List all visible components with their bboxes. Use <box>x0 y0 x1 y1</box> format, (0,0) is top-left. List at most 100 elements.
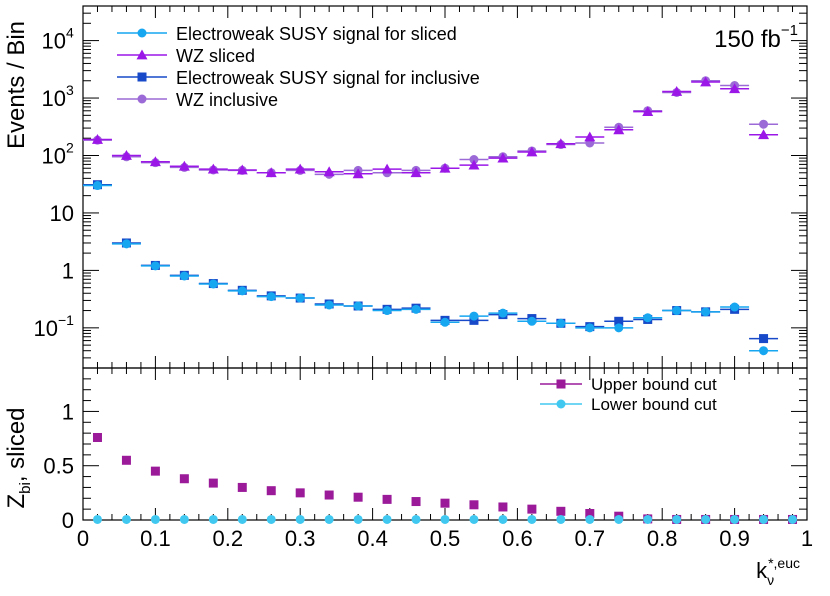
top-data-point <box>294 163 306 174</box>
top-data-point <box>266 292 276 302</box>
bottom-data-point <box>585 514 595 524</box>
top-y-axis-label: Events / Bin <box>3 21 30 149</box>
top-data-point <box>149 156 161 167</box>
bottom-data-point <box>440 514 450 524</box>
bottom-legend-label: Lower bound cut <box>591 395 717 414</box>
top-legend-label: Electroweak SUSY signal for sliced <box>176 24 457 44</box>
top-legend-label: Electroweak SUSY signal for inclusive <box>176 68 480 88</box>
top-data-point <box>614 323 624 333</box>
top-legend-marker <box>137 72 147 82</box>
top-legend-marker <box>137 94 147 104</box>
x-tick-label: 0.5 <box>430 526 461 551</box>
x-tick-label: 0.9 <box>719 526 750 551</box>
top-data-point <box>411 304 421 314</box>
top-data-point <box>92 181 102 191</box>
top-data-point <box>382 306 392 316</box>
bottom-panel: 00.51 0 0.1 0.2 0.3 0.4 0.5 0.6 0.7 0.8 0.9 1 Zbi,… <box>3 367 813 588</box>
top-data-point <box>120 149 132 160</box>
top-legend-marker <box>136 49 148 60</box>
bottom-data-point <box>324 514 334 524</box>
top-y-tick-label: 10 <box>42 143 66 168</box>
bottom-series-lower-bound-cut <box>92 514 798 524</box>
top-data-point <box>440 317 450 327</box>
bottom-data-point <box>208 514 218 524</box>
luminosity-exponent: −1 <box>781 22 798 39</box>
bottom-y-label-subscript: bi <box>17 482 34 494</box>
top-data-point <box>410 167 422 178</box>
x-tick-label: 1 <box>801 526 813 551</box>
top-data-point <box>324 300 334 310</box>
top-data-point <box>353 301 363 311</box>
bottom-data-point <box>469 500 479 510</box>
top-data-point <box>643 313 653 323</box>
bottom-data-point <box>237 514 247 524</box>
bottom-data-point <box>92 432 102 442</box>
top-data-point <box>237 286 247 296</box>
top-series-electroweak-susy-signal-for-sliced <box>83 181 779 356</box>
top-data-point <box>759 119 769 129</box>
top-data-point <box>121 239 131 249</box>
top-data-point <box>672 306 682 316</box>
top-data-point <box>469 155 479 165</box>
top-legend-label: WZ inclusive <box>176 90 278 110</box>
bottom-data-point <box>527 504 537 514</box>
bottom-y-tick-labels: 00.51 <box>43 399 74 533</box>
top-legend-label: WZ sliced <box>176 46 255 66</box>
top-data-point <box>584 131 596 142</box>
bottom-legend-marker <box>556 379 566 389</box>
top-data-point <box>585 323 595 333</box>
top-data-point <box>759 334 769 344</box>
bottom-data-point <box>353 492 363 502</box>
bottom-y-axis-label: Zbi, sliced <box>3 407 34 508</box>
top-legend-marker <box>137 28 147 38</box>
top-axis-ticks <box>82 5 808 369</box>
x-tick-labels: 0 0.1 0.2 0.3 0.4 0.5 0.6 0.7 0.8 0.9 1 <box>77 526 813 551</box>
bottom-data-point <box>237 482 247 492</box>
bottom-legend-entry: Upper bound cut <box>540 375 717 394</box>
top-data-point <box>729 83 741 94</box>
x-tick-label: 0.7 <box>575 526 606 551</box>
bottom-data-point <box>411 497 421 507</box>
top-data-point <box>701 307 711 317</box>
top-data-point <box>352 168 364 179</box>
bottom-data-point <box>382 514 392 524</box>
top-data-point <box>381 163 393 174</box>
top-series-group <box>83 76 779 356</box>
x-tick-label: 0.1 <box>140 526 171 551</box>
top-legend-entry: WZ sliced <box>117 46 255 66</box>
bottom-data-point <box>556 506 566 516</box>
luminosity-label: 150 fb−1 <box>714 22 798 53</box>
x-label-superscript: *,euc <box>768 555 800 571</box>
top-data-point <box>671 85 683 96</box>
top-series-wz-sliced <box>83 76 779 179</box>
bottom-data-point <box>440 498 450 508</box>
bottom-data-point <box>208 478 218 488</box>
bottom-data-point <box>121 455 131 465</box>
x-tick-label: 0.3 <box>285 526 316 551</box>
top-data-point <box>700 76 712 87</box>
top-data-point <box>527 316 537 326</box>
bottom-data-point <box>527 514 537 524</box>
bottom-data-point <box>643 514 653 524</box>
top-y-tick-label: 10 <box>50 201 74 226</box>
bottom-data-point <box>469 514 479 524</box>
top-data-point <box>469 311 479 321</box>
top-data-point <box>498 308 508 318</box>
x-tick-label: 0 <box>77 526 89 551</box>
bottom-data-point <box>730 514 740 524</box>
top-data-point <box>642 106 654 117</box>
bottom-y-tick-label: 0 <box>62 508 74 533</box>
bottom-data-point <box>672 514 682 524</box>
top-y-tick-label-exponent: 2 <box>66 139 74 155</box>
top-data-point <box>555 138 567 149</box>
bottom-data-point <box>324 490 334 500</box>
top-y-tick-label-exponent: 3 <box>66 82 74 98</box>
x-tick-label: 0.2 <box>213 526 244 551</box>
bottom-legend-entry: Lower bound cut <box>540 395 717 414</box>
top-data-point <box>150 261 160 271</box>
bottom-data-point <box>556 514 566 524</box>
